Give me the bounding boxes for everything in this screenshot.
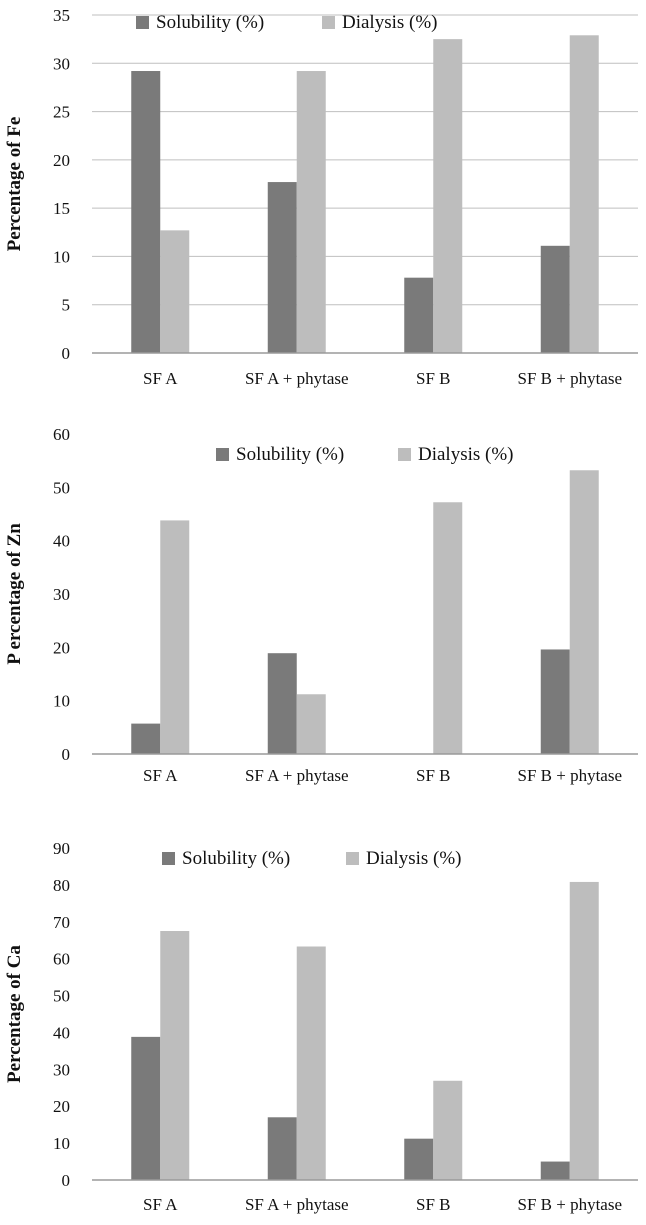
- y-tick-label: 30: [53, 585, 70, 604]
- bar-dialysis: [296, 694, 326, 754]
- x-tick-label: SF B: [416, 369, 451, 388]
- legend-swatch-solubility: [162, 852, 175, 865]
- bar-solubility: [267, 1117, 297, 1180]
- bar-dialysis: [433, 39, 463, 354]
- bar-dialysis: [569, 881, 599, 1180]
- chart-svg: 0 10 20 30 40 50 60 SF A SF A + phytase SF B SF B …: [4, 425, 638, 785]
- y-tick-label: 20: [53, 151, 70, 170]
- y-tick-label: 40: [53, 532, 70, 551]
- y-tick-label: 30: [53, 54, 70, 73]
- bar-solubility: [131, 71, 161, 354]
- x-tick-label: SF B + phytase: [517, 766, 622, 785]
- x-tick-label: SF B + phytase: [517, 1195, 622, 1214]
- legend-label-solubility: Solubility (%): [182, 848, 290, 869]
- bar-dialysis: [569, 470, 599, 754]
- y-tick-label: 35: [53, 6, 70, 25]
- bar-dialysis: [433, 502, 463, 754]
- x-tick-label: SF B + phytase: [517, 369, 622, 388]
- bar-dialysis: [433, 1080, 463, 1180]
- legend-label-dialysis: Dialysis (%): [418, 444, 514, 465]
- bar-solubility: [540, 649, 570, 754]
- x-tick-label: SF A + phytase: [245, 369, 349, 388]
- legend-swatch-solubility: [216, 448, 229, 461]
- y-axis-label: Percentage of Fe: [4, 117, 25, 252]
- bar-solubility: [131, 1036, 161, 1180]
- bar-solubility: [540, 1161, 570, 1180]
- bar-solubility: [404, 1138, 434, 1180]
- x-tick-label: SF A: [143, 369, 178, 388]
- y-tick-label: 60: [53, 425, 70, 444]
- legend-swatch-dialysis: [322, 16, 335, 29]
- bar-dialysis: [160, 931, 190, 1180]
- legend-label-dialysis: Dialysis (%): [366, 848, 462, 869]
- y-axis-label: Percentage of Ca: [4, 945, 25, 1083]
- x-tick-label: SF A + phytase: [245, 766, 349, 785]
- y-tick-label: 0: [62, 1171, 71, 1190]
- legend-swatch-solubility: [136, 16, 149, 29]
- y-tick-label: 80: [53, 876, 70, 895]
- x-tick-label: SF A + phytase: [245, 1195, 349, 1214]
- y-tick-label: 60: [53, 950, 70, 969]
- x-tick-label: SF A: [143, 1195, 178, 1214]
- legend-label-dialysis: Dialysis (%): [342, 12, 438, 33]
- chart-ca: 0 10 20 30 40 50 60 70 80 90 SF A SF A + phytase SF …: [0, 830, 646, 1225]
- y-tick-label: 50: [53, 478, 70, 497]
- y-tick-label: 10: [53, 1134, 70, 1153]
- legend-label-solubility: Solubility (%): [156, 12, 264, 33]
- y-tick-label: 25: [53, 103, 70, 122]
- y-tick-label: 10: [53, 692, 70, 711]
- y-tick-label: 40: [53, 1023, 70, 1042]
- chart-svg: 0 10 20 30 40 50 60 70 80 90 SF A SF A + phytase SF …: [4, 839, 638, 1214]
- bar-dialysis: [160, 230, 190, 353]
- chart-fe: 0 5 10 15 20 25 30 35 SF A SF A + phytase SF B SF B…: [0, 0, 646, 400]
- y-tick-label: 20: [53, 1097, 70, 1116]
- y-tick-label: 0: [62, 745, 71, 764]
- y-tick-label: 5: [62, 296, 71, 315]
- bar-solubility: [267, 653, 297, 754]
- bar-dialysis: [160, 520, 190, 754]
- legend-label-solubility: Solubility (%): [236, 444, 344, 465]
- legend-swatch-dialysis: [346, 852, 359, 865]
- y-axis-label: P ercentage of Zn: [4, 523, 25, 665]
- y-tick-label: 50: [53, 987, 70, 1006]
- y-tick-label: 20: [53, 638, 70, 657]
- bar-solubility: [540, 245, 570, 353]
- y-tick-label: 30: [53, 1060, 70, 1079]
- bar-dialysis: [569, 35, 599, 353]
- bar-solubility: [131, 723, 161, 754]
- bar-dialysis: [296, 71, 326, 354]
- chart-svg: 0 5 10 15 20 25 30 35 SF A SF A + phytase SF B SF B…: [4, 6, 638, 388]
- y-tick-label: 10: [53, 247, 70, 266]
- y-tick-label: 90: [53, 839, 70, 858]
- legend-swatch-dialysis: [398, 448, 411, 461]
- x-tick-label: SF B: [416, 1195, 451, 1214]
- bar-solubility: [404, 277, 434, 353]
- bar-dialysis: [296, 946, 326, 1180]
- bar-solubility: [267, 182, 297, 353]
- y-tick-label: 15: [53, 199, 70, 218]
- y-tick-label: 0: [62, 344, 71, 363]
- chart-zn: 0 10 20 30 40 50 60 SF A SF A + phytase SF B SF B …: [0, 420, 646, 800]
- x-tick-label: SF A: [143, 766, 178, 785]
- y-tick-label: 70: [53, 913, 70, 932]
- x-tick-label: SF B: [416, 766, 451, 785]
